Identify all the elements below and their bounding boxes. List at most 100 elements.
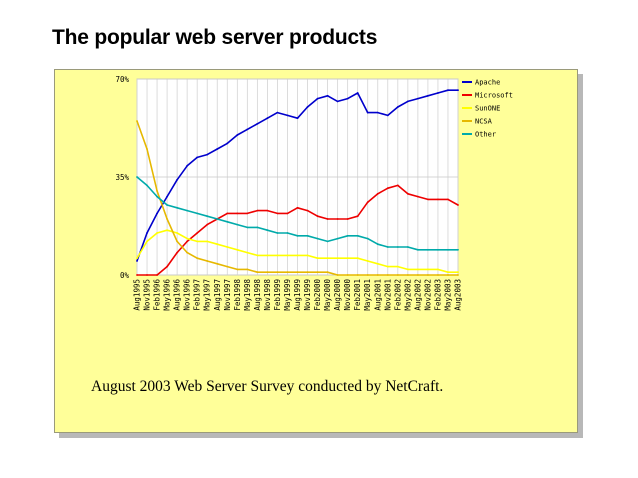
data-point	[156, 274, 158, 276]
x-tick-label: Nov2001	[383, 279, 392, 311]
data-point	[366, 111, 369, 114]
data-point	[156, 232, 158, 234]
x-tick-label: Feb2001	[353, 279, 362, 311]
data-point	[196, 240, 199, 243]
data-point	[396, 265, 399, 268]
data-point	[286, 254, 289, 257]
data-point	[246, 251, 249, 254]
x-tick-label: Aug2001	[373, 279, 382, 311]
data-point	[226, 142, 229, 145]
x-tick-label: Nov2002	[423, 279, 432, 311]
data-point	[447, 89, 449, 92]
data-point	[427, 248, 429, 251]
data-point	[276, 254, 279, 257]
data-point	[427, 274, 429, 276]
data-point	[226, 220, 229, 223]
data-point	[286, 271, 289, 274]
data-point	[146, 148, 148, 150]
data-point	[196, 257, 199, 260]
data-point	[416, 268, 419, 271]
data-point	[276, 212, 279, 215]
data-point	[356, 92, 359, 94]
data-point	[186, 164, 189, 167]
x-tick-label: Aug2000	[333, 279, 342, 311]
x-tick-label: May1996	[163, 279, 172, 311]
data-point	[346, 274, 349, 276]
data-point	[256, 254, 259, 257]
data-point	[276, 232, 279, 234]
data-point	[406, 246, 409, 248]
data-point	[186, 209, 189, 212]
data-point	[437, 274, 439, 276]
data-point	[146, 184, 148, 187]
x-tick-label: May2000	[323, 279, 332, 311]
x-tick-label: Feb1997	[193, 279, 202, 311]
x-tick-label: Aug1999	[293, 279, 302, 311]
data-point	[296, 117, 299, 120]
data-point	[196, 156, 199, 159]
data-point	[166, 195, 168, 198]
data-point	[376, 243, 379, 246]
data-point	[146, 274, 148, 276]
data-point	[276, 271, 279, 274]
data-point	[326, 240, 329, 243]
x-tick-label: Nov1995	[143, 279, 152, 311]
data-point	[376, 111, 379, 114]
data-point	[186, 237, 189, 240]
data-point	[306, 234, 309, 237]
x-tick-label: May1999	[283, 279, 292, 311]
legend-label: NCSA	[475, 118, 493, 126]
data-point	[196, 212, 199, 215]
data-point	[296, 271, 299, 274]
data-point	[416, 195, 419, 198]
data-point	[447, 198, 449, 201]
slide-title: The popular web server products	[52, 26, 378, 49]
data-point	[447, 271, 449, 274]
data-point	[406, 192, 409, 195]
data-point	[316, 257, 319, 260]
data-point	[366, 237, 369, 240]
data-point	[256, 122, 259, 125]
data-point	[156, 190, 158, 192]
legend-label: Other	[475, 131, 496, 139]
data-point	[236, 134, 239, 136]
data-point	[206, 260, 209, 262]
x-tick-label: Nov1997	[223, 279, 232, 311]
data-point	[457, 248, 459, 251]
data-point	[437, 92, 439, 94]
data-point	[346, 218, 349, 220]
data-point	[256, 271, 259, 274]
x-tick-label: Aug1995	[133, 279, 142, 311]
chart-lines	[136, 89, 459, 276]
data-point	[396, 184, 399, 187]
chart-grid	[136, 78, 459, 276]
y-tick-label: 0%	[120, 271, 130, 280]
data-point	[216, 148, 219, 150]
data-point	[427, 94, 429, 97]
data-point	[386, 187, 389, 190]
data-point	[266, 229, 269, 232]
data-point	[306, 209, 309, 212]
x-tick-label: Aug1996	[173, 279, 182, 311]
data-point	[166, 265, 168, 268]
x-tick-label: May2002	[403, 279, 412, 311]
x-tick-label: Aug2003	[454, 279, 463, 311]
x-tick-label: Aug1997	[213, 279, 222, 311]
data-point	[416, 248, 419, 251]
legend-label: SunONE	[475, 105, 500, 113]
data-point	[286, 212, 289, 215]
data-point	[136, 176, 138, 178]
data-point	[286, 114, 289, 117]
data-point	[236, 268, 239, 271]
data-point	[306, 254, 309, 257]
x-tick-label: Feb1999	[273, 279, 282, 311]
x-tick-label: Feb1996	[153, 279, 162, 311]
chart-caption: August 2003 Web Server Survey conducted …	[91, 378, 444, 395]
data-point	[366, 201, 369, 204]
x-tick-label: May1998	[243, 279, 252, 311]
data-point	[196, 232, 199, 234]
data-point	[236, 223, 239, 226]
data-point	[306, 271, 309, 274]
data-point	[156, 212, 158, 215]
